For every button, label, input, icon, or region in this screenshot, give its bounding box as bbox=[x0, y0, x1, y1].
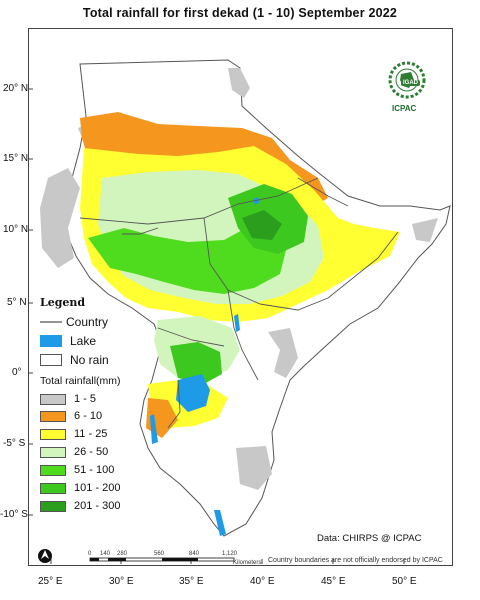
class-swatch bbox=[40, 393, 66, 405]
lon-tick-label: 35° E bbox=[179, 576, 204, 587]
class-swatch bbox=[40, 446, 66, 458]
lat-tick-label: -10° S bbox=[0, 509, 28, 520]
logo-icpac-text: ICPAC bbox=[392, 104, 417, 113]
legend-class: 51 - 100 bbox=[40, 464, 114, 476]
lon-tick-label: 25° E bbox=[38, 576, 63, 587]
legend-class: 101 - 200 bbox=[40, 482, 120, 494]
lake-tanganyika bbox=[150, 414, 158, 444]
legend-class: 201 - 300 bbox=[40, 500, 120, 512]
legend-norain: No rain bbox=[40, 353, 109, 367]
lon-tick-label: 50° E bbox=[392, 576, 417, 587]
legend-class-label: 51 - 100 bbox=[74, 464, 115, 476]
scale-tick-label: 840 bbox=[189, 551, 200, 557]
legend-norain-label: No rain bbox=[70, 353, 109, 367]
class-swatch bbox=[40, 464, 66, 476]
scale-unit-label: Kilometers bbox=[233, 560, 262, 566]
legend-class: 26 - 50 bbox=[40, 446, 108, 458]
country-borders bbox=[79, 177, 399, 429]
scale-bar bbox=[89, 557, 235, 562]
scale-tick-label: 280 bbox=[117, 551, 128, 557]
rainfall-map bbox=[28, 59, 451, 564]
lat-tick-label: 5° N bbox=[7, 297, 27, 308]
rain-zone-1-5-north bbox=[228, 68, 250, 98]
lat-tick-label: 15° N bbox=[3, 153, 29, 164]
scale-tick-label: 560 bbox=[154, 551, 165, 557]
legend-class-label: 1 - 5 bbox=[74, 393, 97, 405]
graticule-ticks bbox=[28, 88, 405, 564]
lat-tick-label: 0° bbox=[12, 367, 22, 378]
class-swatch bbox=[40, 500, 66, 512]
map-title: Total rainfall for first dekad (1 - 10) … bbox=[82, 6, 398, 20]
legend-class-label: 201 - 300 bbox=[74, 500, 121, 512]
rain-zone-101-200-south bbox=[170, 342, 222, 384]
logo-igad-text: IGAD bbox=[401, 80, 420, 86]
rain-zone-1-5-south bbox=[236, 446, 272, 490]
rain-zone-51-100 bbox=[88, 228, 286, 294]
data-credit: Data: CHIRPS @ ICPAC bbox=[317, 533, 422, 544]
legend-class: 11 - 25 bbox=[40, 428, 107, 440]
legend-class: 1 - 5 bbox=[40, 393, 96, 405]
class-swatch bbox=[40, 410, 66, 422]
lat-tick-label: -5° S bbox=[3, 438, 26, 449]
lat-tick-label: 10° N bbox=[3, 224, 29, 235]
legend-lake: Lake bbox=[40, 334, 96, 348]
lon-tick-label: 30° E bbox=[109, 576, 134, 587]
lake-victoria bbox=[176, 374, 210, 412]
lon-tick-label: 45° E bbox=[321, 576, 346, 587]
legend-class-label: 11 - 25 bbox=[74, 428, 108, 440]
lake-tana bbox=[253, 197, 260, 205]
lake-swatch bbox=[40, 335, 62, 347]
rain-zone-1-5 bbox=[40, 168, 80, 268]
legend-class-label: 101 - 200 bbox=[74, 482, 121, 494]
lon-tick-label: 40° E bbox=[250, 576, 275, 587]
scale-tick-label: 0 bbox=[88, 551, 92, 557]
legend-title: Legend bbox=[40, 296, 86, 309]
legend-class: 6 - 10 bbox=[40, 410, 102, 422]
scale-tick-label: 140 bbox=[100, 551, 111, 557]
rain-zone-201-300 bbox=[242, 210, 282, 240]
norain-swatch bbox=[40, 354, 62, 366]
rain-zone-1-5-coast bbox=[268, 328, 298, 378]
country-line-icon bbox=[40, 321, 62, 323]
legend-lake-label: Lake bbox=[70, 334, 97, 348]
lat-tick-label: 20° N bbox=[3, 83, 29, 94]
legend-country-label: Country bbox=[66, 315, 109, 329]
legend-class-label: 26 - 50 bbox=[74, 446, 109, 458]
lake-malawi bbox=[214, 510, 226, 536]
class-swatch bbox=[40, 428, 66, 440]
legend-subtitle: Total rainfall(mm) bbox=[40, 375, 121, 387]
boundary-disclaimer: Country boundaries are not officially en… bbox=[268, 557, 443, 564]
rain-zone-1-5-horn bbox=[412, 218, 438, 242]
north-arrow-icon bbox=[38, 549, 52, 563]
legend-country: Country bbox=[40, 315, 108, 329]
class-swatch bbox=[40, 482, 66, 494]
legend-class-label: 6 - 10 bbox=[74, 410, 103, 422]
scale-tick-label: 1,120 bbox=[222, 551, 238, 557]
lake-turkana bbox=[234, 314, 240, 332]
